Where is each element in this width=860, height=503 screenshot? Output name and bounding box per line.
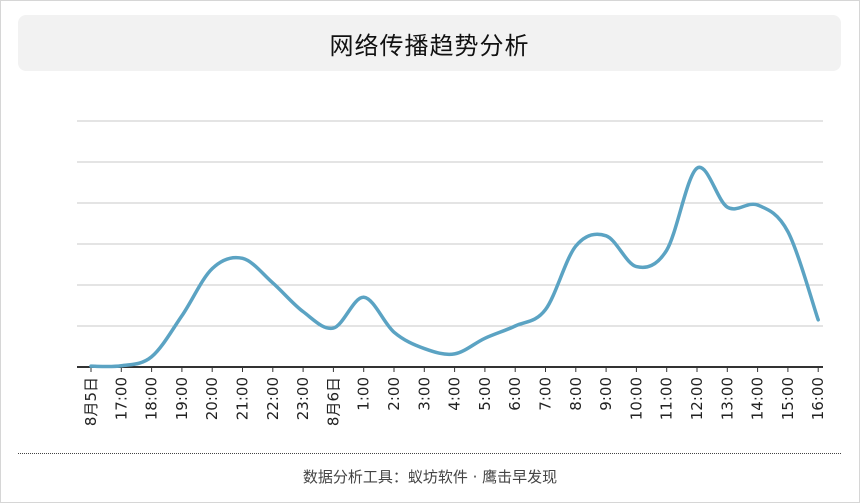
- series-line: [89, 165, 820, 369]
- data-point: [241, 256, 245, 260]
- x-tick-label: 2:00: [385, 377, 403, 411]
- data-point: [725, 205, 729, 209]
- data-point: [604, 234, 608, 238]
- x-tick-label: 12:00: [688, 377, 706, 420]
- x-tick-label: 10:00: [627, 377, 645, 420]
- data-point: [453, 352, 457, 356]
- x-tick-labels: 8月5日 17:00 18:00 19:00 20:00 21:00 22:00 23:00 8…: [82, 377, 827, 426]
- data-point: [513, 324, 517, 328]
- data-point: [422, 347, 426, 351]
- x-tick-label: 18:00: [143, 377, 161, 420]
- data-point: [665, 248, 669, 252]
- x-tick-label: 4:00: [446, 377, 464, 411]
- x-tick-label: 5:00: [476, 377, 494, 411]
- x-tick-label: 8:00: [567, 377, 585, 411]
- x-tick-label: 23:00: [294, 377, 312, 420]
- footer-divider: [18, 453, 841, 454]
- x-tick-label: 22:00: [264, 377, 282, 420]
- footer-credit: 数据分析工具：蚁坊软件 · 鹰击早发现: [302, 468, 558, 486]
- data-point: [331, 326, 335, 330]
- x-tick-label: 16:00: [809, 377, 827, 420]
- x-tick-label: 1:00: [355, 377, 373, 411]
- data-point: [816, 318, 820, 322]
- x-axis: [77, 366, 823, 372]
- x-tick-label: 19:00: [173, 377, 191, 420]
- x-tick-label: 7:00: [537, 377, 555, 411]
- data-point: [786, 230, 790, 234]
- data-point: [119, 364, 123, 368]
- data-point: [634, 265, 638, 269]
- x-tick-label: 8月5日: [82, 377, 100, 426]
- data-point: [150, 355, 154, 359]
- data-point: [301, 310, 305, 314]
- x-tick-label: 3:00: [415, 377, 433, 411]
- x-tick-label: 17:00: [112, 377, 130, 420]
- data-point: [89, 364, 93, 368]
- data-point: [574, 244, 578, 248]
- x-tick-label: 14:00: [749, 377, 767, 420]
- x-tick-label: 11:00: [658, 377, 676, 420]
- series-layer: [89, 165, 820, 369]
- x-tick-label: 15:00: [779, 377, 797, 420]
- x-tick-label: 21:00: [234, 377, 252, 420]
- data-point: [483, 336, 487, 340]
- chart-title: 网络传播趋势分析: [329, 31, 530, 60]
- data-point: [392, 330, 396, 334]
- data-point: [210, 267, 214, 271]
- x-tick-label: 20:00: [203, 377, 221, 420]
- data-point: [544, 308, 548, 312]
- x-tick-label: 13:00: [718, 377, 736, 420]
- grid-lines: [77, 120, 823, 327]
- data-point: [362, 295, 366, 299]
- x-tick-label: 9:00: [597, 377, 615, 411]
- data-point: [756, 203, 760, 207]
- x-tick-label: 6:00: [506, 377, 524, 411]
- data-point: [271, 281, 275, 285]
- data-point: [180, 314, 184, 318]
- data-point: [695, 166, 699, 170]
- x-tick-label: 8月6日: [324, 377, 342, 426]
- title-bar: 网络传播趋势分析: [18, 15, 841, 71]
